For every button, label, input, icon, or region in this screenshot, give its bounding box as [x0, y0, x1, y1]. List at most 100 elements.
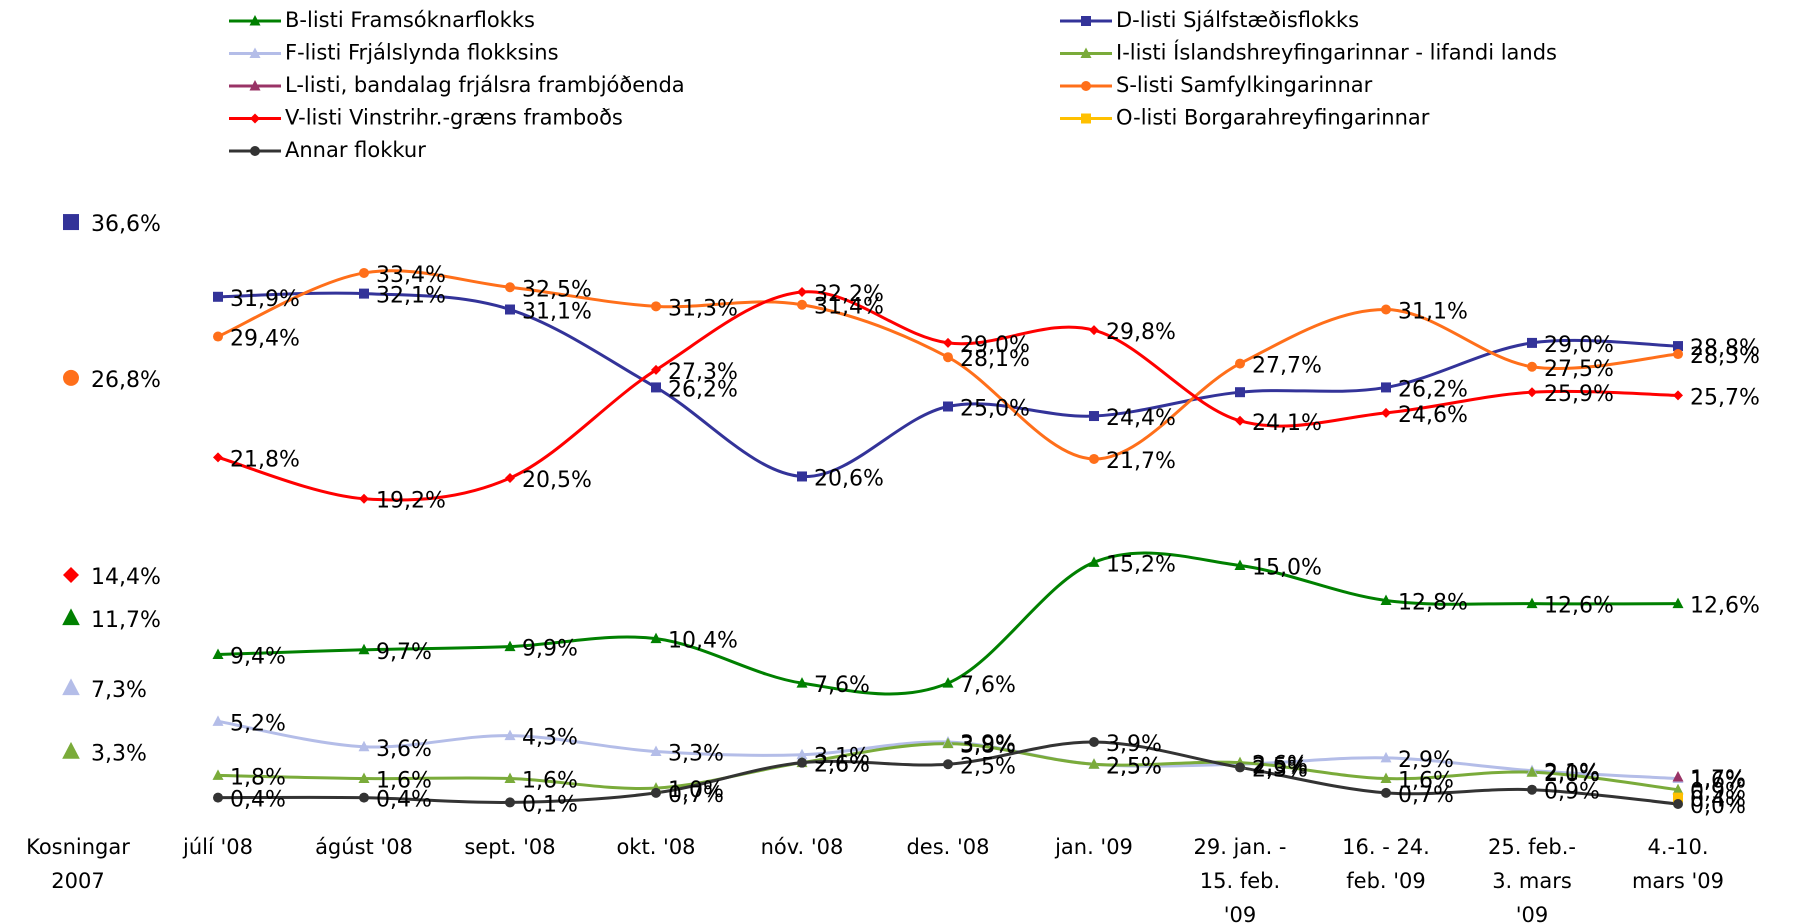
data-label: 3,9% — [960, 732, 1016, 757]
data-label: 29,0% — [1544, 333, 1614, 358]
data-label: 27,3% — [668, 360, 738, 385]
marker — [1381, 382, 1391, 393]
data-label: 15,0% — [1252, 556, 1322, 581]
data-label: 36,6% — [91, 212, 161, 237]
data-label: 9,4% — [230, 645, 286, 670]
data-label: 2,1% — [1544, 761, 1600, 786]
data-label: 31,1% — [1398, 300, 1468, 325]
data-label: 2,6% — [814, 753, 870, 778]
marker — [1672, 783, 1684, 795]
marker — [358, 772, 370, 784]
data-label: 25,0% — [960, 397, 1030, 422]
marker — [651, 382, 661, 393]
data-label: 29,8% — [1106, 320, 1176, 345]
data-label: 0,1% — [522, 792, 578, 817]
marker — [1089, 736, 1099, 747]
marker — [1673, 341, 1683, 352]
data-label: 12,6% — [1544, 594, 1614, 619]
marker — [505, 473, 515, 484]
marker — [1380, 751, 1392, 763]
data-label: 32,2% — [814, 282, 884, 307]
marker — [1527, 361, 1537, 372]
marker — [943, 337, 953, 348]
marker — [63, 214, 79, 231]
marker — [62, 608, 80, 626]
data-label: 7,6% — [814, 673, 870, 698]
data-label: 0,4% — [376, 788, 432, 813]
marker — [63, 567, 79, 584]
marker — [1089, 411, 1099, 422]
marker — [505, 304, 515, 315]
data-label: 2,3% — [1252, 757, 1308, 782]
data-label: 0,4% — [1690, 788, 1746, 813]
marker — [650, 632, 662, 644]
marker — [943, 352, 953, 363]
data-label: 2,6% — [814, 753, 870, 778]
data-label: 15,2% — [1106, 552, 1176, 577]
data-label: 26,8% — [91, 368, 161, 393]
data-label: 0,4% — [230, 788, 286, 813]
data-label: 28,1% — [960, 347, 1030, 372]
marker — [942, 737, 954, 749]
data-label: 31,4% — [814, 295, 884, 320]
marker — [359, 267, 369, 278]
x-tick-label: júlí '08 — [182, 835, 253, 859]
marker — [1527, 387, 1537, 398]
series-line — [217, 719, 1679, 781]
marker — [504, 640, 516, 652]
marker — [797, 471, 807, 482]
data-label: 7,6% — [960, 673, 1016, 698]
data-label: 1,7% — [1690, 767, 1746, 792]
data-label: 25,9% — [1544, 382, 1614, 407]
marker — [63, 369, 79, 386]
x-tick-label: Kosningar 2007 — [26, 835, 130, 893]
data-label: 2,5% — [1106, 754, 1162, 779]
marker — [1088, 556, 1100, 567]
marker — [1673, 792, 1683, 803]
marker — [1527, 784, 1537, 795]
data-label: 0,9% — [1544, 780, 1600, 805]
data-label: 25,7% — [1690, 385, 1760, 410]
data-label: 20,6% — [814, 466, 884, 491]
data-label: 32,5% — [522, 277, 592, 302]
series-line — [217, 551, 1679, 696]
data-label: 1,6% — [376, 769, 432, 794]
series-line — [217, 740, 1679, 806]
legend-label: D-listi Sjálfstæðisflokks — [1116, 8, 1359, 32]
data-label: 12,6% — [1690, 594, 1760, 619]
data-label: 3,3% — [668, 742, 724, 767]
x-tick-label: 25. feb.-3. mars '09 — [1488, 835, 1576, 924]
data-label: 28,8% — [1690, 336, 1760, 361]
marker — [1235, 762, 1245, 773]
marker — [797, 299, 807, 310]
marker — [796, 677, 808, 688]
x-tick-label: sept. '08 — [464, 835, 555, 859]
marker — [212, 715, 224, 726]
marker — [1235, 415, 1245, 426]
x-tick-label: des. '08 — [906, 835, 989, 859]
marker — [504, 772, 516, 784]
marker — [942, 677, 954, 688]
legend-marker — [1081, 81, 1091, 91]
marker — [1380, 594, 1392, 605]
marker — [1381, 304, 1391, 315]
marker — [797, 757, 807, 768]
data-label: 24,6% — [1398, 403, 1468, 428]
marker — [212, 648, 224, 660]
data-label: 31,9% — [230, 287, 300, 312]
data-label: 29,0% — [960, 333, 1030, 358]
data-label: 3,9% — [1106, 732, 1162, 757]
data-label: 1,6% — [1398, 769, 1454, 794]
data-label: 2,5% — [1106, 754, 1162, 779]
data-label: 20,5% — [522, 468, 592, 493]
data-label: 1,6% — [522, 769, 578, 794]
data-label: 27,7% — [1252, 354, 1322, 379]
marker — [359, 493, 369, 504]
data-label: 7,3% — [91, 678, 147, 703]
data-label: 0,9% — [1690, 780, 1746, 805]
data-label: 9,7% — [376, 640, 432, 665]
marker — [1673, 799, 1683, 809]
marker — [62, 741, 80, 759]
data-label: 33,4% — [376, 263, 446, 288]
